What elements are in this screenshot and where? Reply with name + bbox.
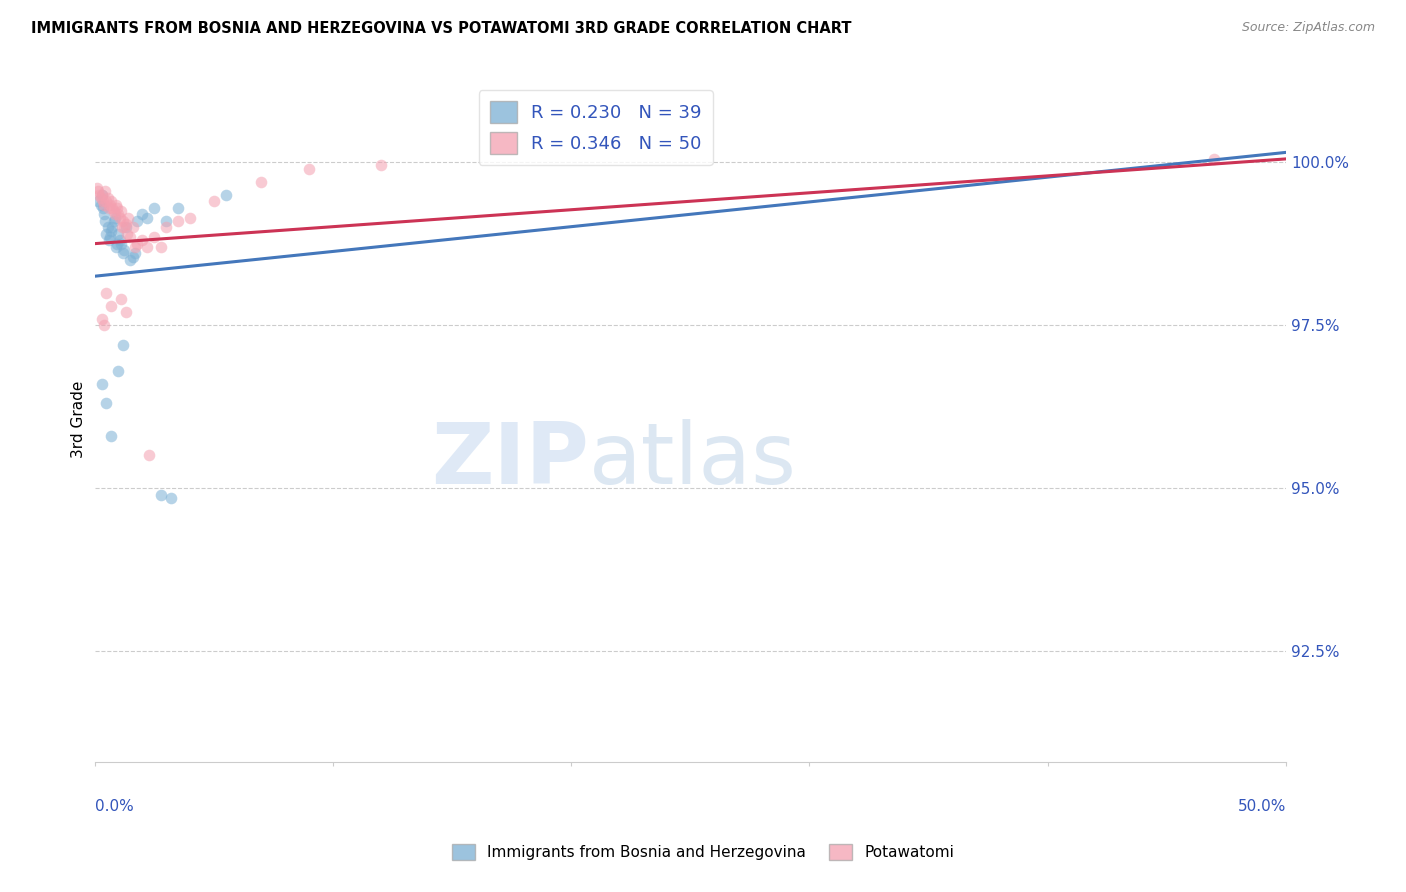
Point <box>108 233 131 247</box>
Point <box>127 214 149 228</box>
Point <box>298 161 321 176</box>
Text: ZIP: ZIP <box>432 419 589 502</box>
Point <box>101 220 124 235</box>
Point <box>114 217 136 231</box>
Point <box>111 220 134 235</box>
Point <box>90 311 112 326</box>
Point <box>90 187 112 202</box>
Point <box>167 201 190 215</box>
Point <box>96 396 118 410</box>
Point <box>120 230 142 244</box>
Point <box>214 187 236 202</box>
Point <box>115 227 138 241</box>
Legend: Immigrants from Bosnia and Herzegovina, Potawatomi: Immigrants from Bosnia and Herzegovina, … <box>446 838 960 866</box>
Point <box>91 201 114 215</box>
Point <box>120 252 142 267</box>
Point <box>110 236 132 251</box>
Point <box>93 207 115 221</box>
Point <box>136 240 159 254</box>
Point <box>117 211 139 225</box>
Point <box>96 194 118 209</box>
Point <box>87 185 110 199</box>
Point <box>97 201 120 215</box>
Point <box>105 197 128 211</box>
Point <box>179 211 201 225</box>
Point <box>159 491 181 505</box>
Point <box>100 194 122 209</box>
Point <box>105 201 128 215</box>
Point <box>96 227 118 241</box>
Text: IMMIGRANTS FROM BOSNIA AND HERZEGOVINA VS POTAWATOMI 3RD GRADE CORRELATION CHART: IMMIGRANTS FROM BOSNIA AND HERZEGOVINA V… <box>31 21 852 37</box>
Point <box>112 214 135 228</box>
Point <box>250 175 273 189</box>
Point <box>98 230 121 244</box>
Point <box>131 233 153 247</box>
Text: atlas: atlas <box>589 419 797 502</box>
Point <box>127 236 149 251</box>
Point <box>94 185 117 199</box>
Point <box>97 233 120 247</box>
Point <box>97 191 120 205</box>
Point <box>143 201 166 215</box>
Point <box>131 207 153 221</box>
Point <box>110 204 132 219</box>
Point <box>150 487 173 501</box>
Point <box>107 227 129 241</box>
Point <box>138 449 160 463</box>
Point <box>155 220 177 235</box>
Point <box>90 376 112 391</box>
Point <box>103 204 125 219</box>
Point <box>104 207 127 221</box>
Point <box>90 197 112 211</box>
Point <box>90 191 112 205</box>
Point <box>93 318 115 332</box>
Point <box>100 224 122 238</box>
Point <box>87 194 110 209</box>
Point <box>96 285 118 300</box>
Point <box>112 337 135 351</box>
Point <box>112 243 135 257</box>
Point <box>121 220 143 235</box>
Point <box>143 230 166 244</box>
Point <box>370 158 392 172</box>
Point <box>89 187 111 202</box>
Point <box>114 220 136 235</box>
Point <box>104 211 127 225</box>
Point <box>103 214 125 228</box>
Text: 0.0%: 0.0% <box>94 799 134 814</box>
Point <box>93 197 115 211</box>
Point <box>124 246 146 260</box>
Point <box>136 211 159 225</box>
Point <box>94 214 117 228</box>
Point <box>107 364 129 378</box>
Point <box>97 220 120 235</box>
Point <box>105 240 128 254</box>
Text: 50.0%: 50.0% <box>1237 799 1286 814</box>
Point <box>112 246 135 260</box>
Point <box>155 214 177 228</box>
Point <box>167 214 190 228</box>
Point <box>114 305 136 319</box>
Point <box>110 292 132 306</box>
Y-axis label: 3rd Grade: 3rd Grade <box>72 381 86 458</box>
Point <box>100 299 122 313</box>
Point <box>90 187 112 202</box>
Point <box>107 207 129 221</box>
Point <box>124 240 146 254</box>
Point <box>202 194 225 209</box>
Point <box>150 240 173 254</box>
Point <box>101 201 124 215</box>
Point <box>100 429 122 443</box>
Point <box>1204 152 1226 166</box>
Point <box>112 220 135 235</box>
Legend: R = 0.230   N = 39, R = 0.346   N = 50: R = 0.230 N = 39, R = 0.346 N = 50 <box>479 90 713 165</box>
Text: Source: ZipAtlas.com: Source: ZipAtlas.com <box>1241 21 1375 35</box>
Point <box>86 181 108 195</box>
Point <box>91 194 114 209</box>
Point <box>121 250 143 264</box>
Point <box>105 236 128 251</box>
Point <box>98 197 121 211</box>
Point <box>108 211 131 225</box>
